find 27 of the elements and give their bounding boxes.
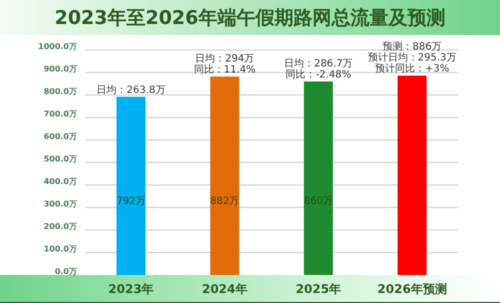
y-tick-label: 100.0万 [44,244,77,254]
annotation: 预计同比：+3% [374,62,450,75]
annotation: 同比：11.4% [194,64,256,76]
y-tick-label: 800.0万 [44,87,77,96]
chart-title: 2023年至2026年端午假期路网总流量及预测 [54,7,446,29]
y-tick-label: 600.0万 [44,132,77,141]
annotation: 日均：294万 [195,52,254,65]
y-tick-label: 400.0万 [44,177,77,186]
y-tick-label: 1000.0万 [38,42,77,51]
y-tick-label: 0.0万 [54,267,77,276]
y-tick-label: 500.0万 [44,154,77,164]
annotation: 预测：886万 [382,40,442,53]
x-tick-label: 2024年 [202,282,248,296]
x-tick-label: 2025年 [296,282,342,296]
x-tick-label: 2026年预测 [377,282,447,296]
data-label: 882万 [210,196,240,207]
data-label: 860万 [304,196,333,207]
annotation: 同比：-2.48% [286,68,352,80]
x-tick-label: 2023年 [108,282,154,296]
annotation: 预计日均：295.3万 [368,52,456,64]
y-tick-label: 300.0万 [44,200,77,208]
y-tick-label: 900.0万 [44,64,77,74]
data-label: 792万 [116,196,146,207]
y-tick-label: 200.0万 [44,222,77,231]
y-tick-label: 700.0万 [44,110,77,118]
annotation: 日均：286.7万 [284,58,353,70]
annotation: 日均：263.8万 [96,84,166,96]
